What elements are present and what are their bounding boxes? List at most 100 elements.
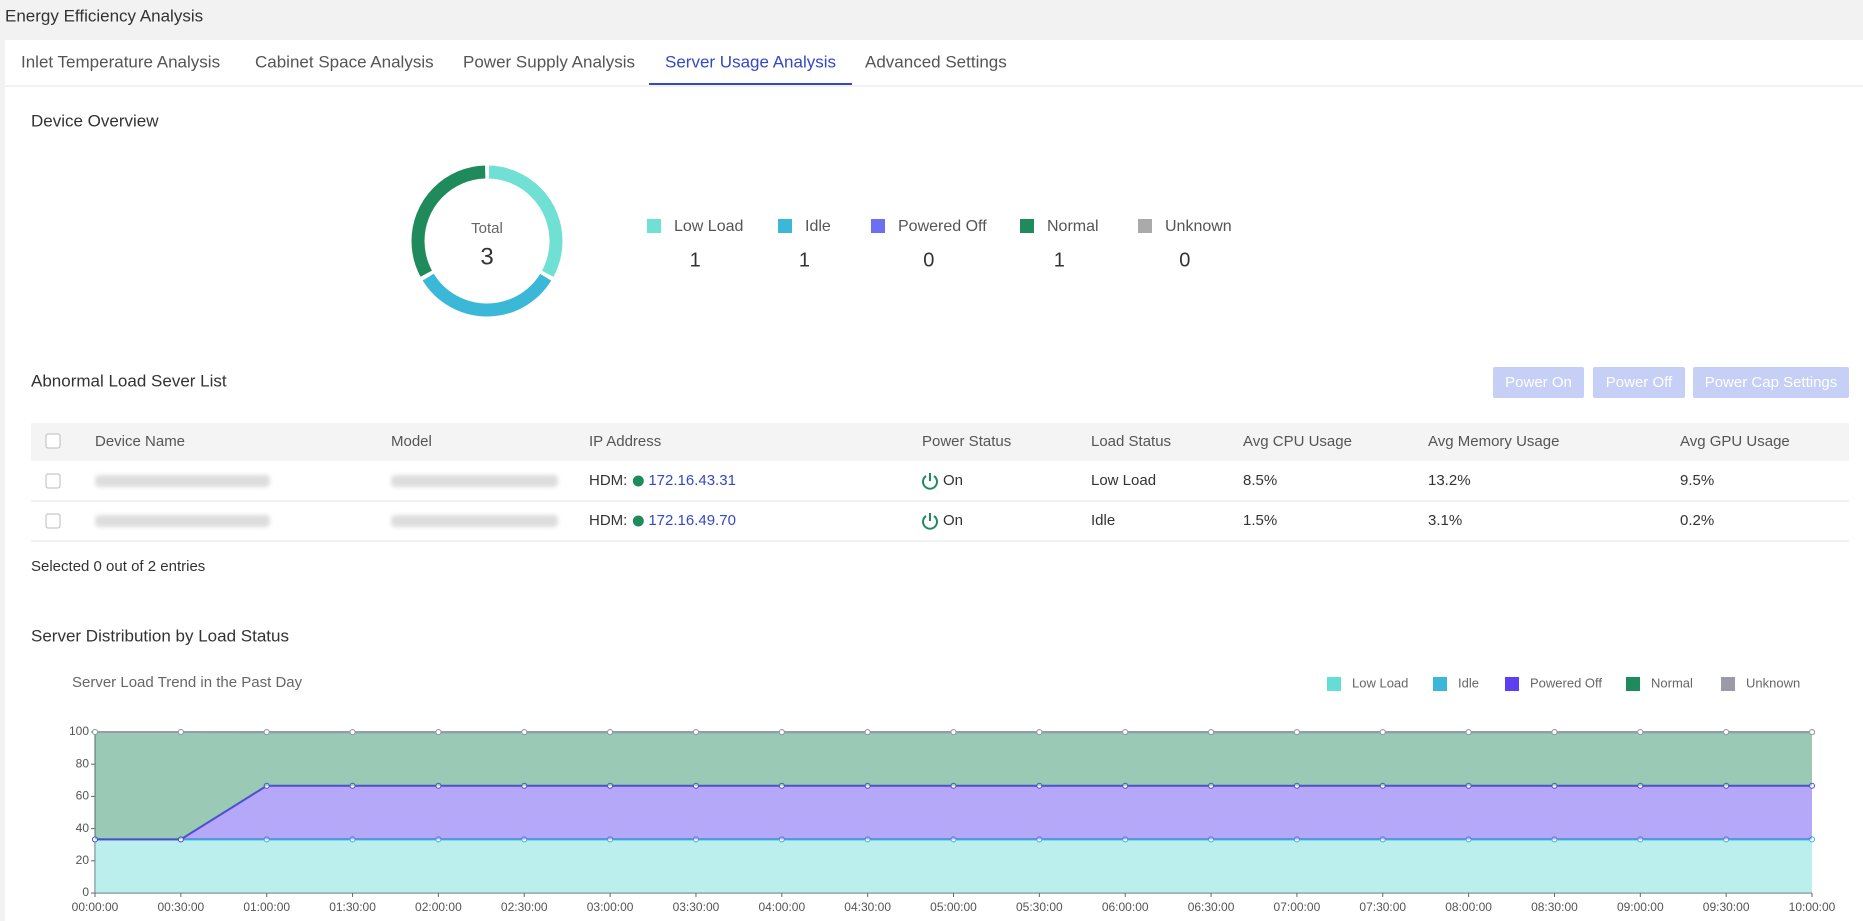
blurred-model bbox=[391, 515, 558, 527]
ip-link[interactable]: 172.16.43.31 bbox=[648, 472, 736, 489]
legend-label: Unknown bbox=[1746, 675, 1800, 690]
button-label[interactable]: Power Cap Settings bbox=[1705, 374, 1838, 391]
power-status: On bbox=[943, 512, 963, 529]
tab[interactable]: Cabinet Space Analysis bbox=[255, 52, 434, 71]
button[interactable] bbox=[1593, 367, 1685, 398]
point bbox=[864, 836, 871, 843]
area bbox=[95, 839, 1812, 893]
point bbox=[607, 729, 614, 736]
point bbox=[177, 729, 184, 735]
x-tick-label: 05:30:00 bbox=[1016, 900, 1063, 914]
tab[interactable]: Power Supply Analysis bbox=[463, 52, 635, 71]
tab[interactable]: Inlet Temperature Analysis bbox=[21, 52, 220, 71]
point bbox=[950, 836, 957, 843]
x-tick-label: 03:00:00 bbox=[587, 900, 634, 914]
legend-value: 1 bbox=[690, 249, 701, 271]
y-tick-label: 60 bbox=[76, 789, 90, 803]
point bbox=[1208, 782, 1215, 789]
point bbox=[864, 782, 871, 789]
donut-segment bbox=[411, 165, 563, 317]
x-tick-label: 09:00:00 bbox=[1617, 900, 1664, 914]
legend-label: Unknown bbox=[1165, 218, 1232, 235]
column-header: Power Status bbox=[922, 433, 1011, 450]
point bbox=[521, 836, 528, 843]
point bbox=[1465, 836, 1472, 843]
point bbox=[1551, 782, 1558, 789]
header-bar bbox=[0, 0, 1863, 40]
point bbox=[1036, 729, 1043, 736]
x-tick-label: 01:30:00 bbox=[329, 900, 376, 914]
point bbox=[1465, 782, 1472, 789]
panel bbox=[5, 40, 1863, 921]
legend-label: Powered Off bbox=[898, 218, 987, 235]
y-tick-label: 80 bbox=[76, 756, 90, 770]
point bbox=[1122, 836, 1129, 843]
point bbox=[778, 729, 785, 736]
x-tick-label: 02:30:00 bbox=[501, 900, 548, 914]
donut-total: 3 bbox=[480, 243, 493, 270]
point bbox=[607, 836, 614, 843]
button[interactable] bbox=[1693, 367, 1849, 398]
legend-label: Low Load bbox=[674, 218, 743, 235]
checkbox[interactable] bbox=[45, 433, 61, 449]
button-label[interactable]: Power Off bbox=[1606, 374, 1673, 391]
point bbox=[1208, 729, 1215, 736]
button[interactable] bbox=[1493, 367, 1584, 398]
button-label[interactable]: Power On bbox=[1505, 374, 1572, 391]
ip-link[interactable]: 172.16.49.70 bbox=[648, 512, 736, 529]
point bbox=[1465, 729, 1472, 736]
point bbox=[950, 729, 957, 736]
x-tick-label: 10:00:00 bbox=[1789, 900, 1836, 914]
point bbox=[263, 836, 270, 843]
table-footer: Selected 0 out of 2 entries bbox=[31, 558, 205, 575]
point bbox=[692, 836, 699, 843]
checkbox[interactable] bbox=[45, 473, 61, 489]
tab[interactable]: Advanced Settings bbox=[865, 52, 1007, 71]
legend-label: Idle bbox=[805, 218, 831, 235]
section-title: Server Distribution by Load Status bbox=[31, 626, 289, 645]
x-tick-label: 02:00:00 bbox=[415, 900, 462, 914]
point bbox=[1379, 782, 1386, 789]
blurred-name bbox=[95, 515, 270, 527]
legend-label: Low Load bbox=[1352, 675, 1408, 690]
legend-label: Normal bbox=[1651, 675, 1693, 690]
x-tick-label: 09:30:00 bbox=[1703, 900, 1750, 914]
point bbox=[349, 729, 356, 736]
point bbox=[1551, 836, 1558, 843]
point bbox=[1122, 729, 1129, 736]
point bbox=[349, 836, 356, 843]
x-tick-label: 08:30:00 bbox=[1531, 900, 1578, 914]
legend-label: Normal bbox=[1047, 218, 1099, 235]
cell: 3.1% bbox=[1428, 512, 1462, 529]
point bbox=[435, 782, 442, 789]
point bbox=[1809, 729, 1815, 736]
point bbox=[1723, 836, 1730, 843]
y-tick-label: 0 bbox=[82, 885, 89, 899]
chart-title: Server Load Trend in the Past Day bbox=[72, 674, 303, 691]
ip-prefix: HDM: bbox=[589, 472, 627, 489]
tab-underline bbox=[649, 83, 853, 85]
point bbox=[778, 836, 785, 843]
point bbox=[263, 782, 270, 789]
legend-value: 0 bbox=[923, 249, 934, 271]
checkbox[interactable] bbox=[45, 513, 61, 529]
legend-swatch bbox=[1721, 677, 1735, 691]
point bbox=[1293, 836, 1300, 843]
point bbox=[1379, 836, 1386, 843]
area bbox=[95, 785, 1812, 840]
x-tick-label: 04:30:00 bbox=[844, 900, 891, 914]
point bbox=[864, 729, 871, 736]
cell: Low Load bbox=[1091, 472, 1156, 489]
point bbox=[1293, 729, 1300, 736]
column-header: Avg GPU Usage bbox=[1680, 433, 1790, 450]
cell: 0.2% bbox=[1680, 512, 1714, 529]
point bbox=[1637, 782, 1644, 789]
tab[interactable]: Server Usage Analysis bbox=[665, 52, 836, 71]
point bbox=[1723, 729, 1730, 736]
column-header: Load Status bbox=[1091, 433, 1171, 450]
power-icon bbox=[922, 473, 938, 490]
page-title: Energy Efficiency Analysis bbox=[5, 6, 203, 25]
section-title: Abnormal Load Sever List bbox=[31, 371, 227, 390]
column-header: Model bbox=[391, 433, 432, 450]
donut-segment bbox=[411, 165, 563, 317]
